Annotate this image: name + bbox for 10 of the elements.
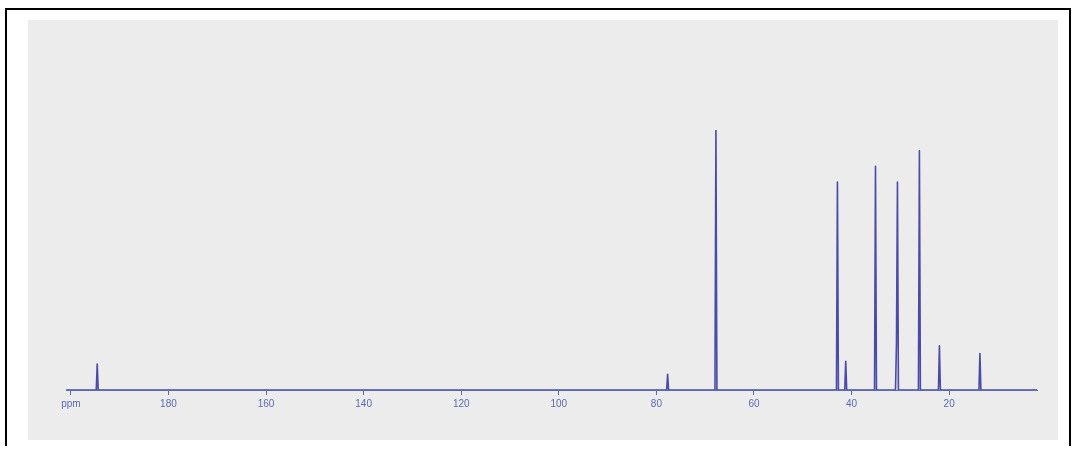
- x-tick-label: 100: [550, 397, 568, 409]
- x-tick-label: 60: [748, 397, 760, 409]
- x-tick-label: 120: [452, 397, 471, 409]
- x-tick-label: 80: [650, 397, 663, 409]
- x-tick-label: 140: [355, 397, 373, 409]
- x-tick-label: 160: [257, 397, 275, 409]
- x-tick-label: ppm: [61, 397, 81, 409]
- x-tick-label: 20: [943, 397, 956, 409]
- x-tick-label: 40: [846, 397, 858, 409]
- x-tick-label: 180: [160, 397, 178, 409]
